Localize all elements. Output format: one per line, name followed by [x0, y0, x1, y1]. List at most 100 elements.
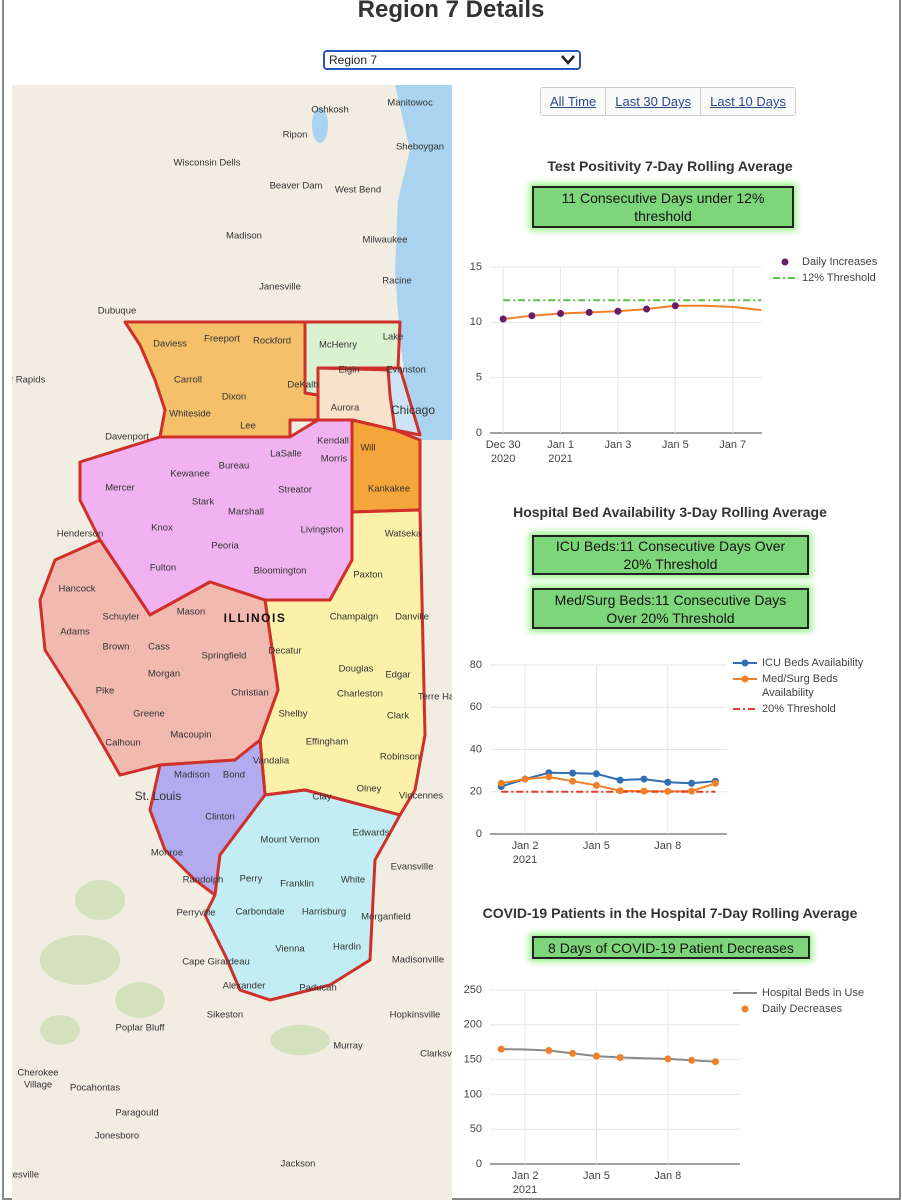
x-tick-label: Jan 5	[583, 840, 610, 852]
map-label: Vincennes	[399, 791, 443, 802]
map-label: Morganfield	[361, 912, 411, 923]
map-label: Decatur	[268, 646, 301, 657]
lake-winnebago	[312, 107, 328, 143]
data-point	[688, 787, 696, 795]
map-label: St. Louis	[135, 789, 182, 803]
y-tick-label: 20	[470, 786, 482, 798]
region-select[interactable]: Region 7	[323, 50, 581, 70]
x-tick-label: Jan 5	[583, 1170, 610, 1182]
map-label: DeKalb	[287, 380, 318, 391]
map-label: Hardin	[333, 942, 361, 953]
data-point	[545, 1047, 553, 1055]
map-label: Alexander	[223, 981, 266, 992]
data-point	[557, 309, 565, 317]
map-label: Terre Haut	[418, 692, 452, 703]
y-tick-label: 50	[470, 1123, 482, 1135]
data-point	[585, 308, 593, 316]
map-label: West Bend	[335, 185, 381, 196]
map-label: Madisonville	[392, 955, 444, 966]
map-label: Mount Vernon	[260, 835, 319, 846]
map-label: Perryville	[176, 908, 215, 919]
map-label: Daviess	[153, 339, 187, 350]
map-label: Kendall	[317, 436, 349, 447]
y-tick-label: 250	[464, 984, 482, 996]
map-label: Jackson	[281, 1159, 316, 1170]
x-tick-label: Dec 30 2020	[486, 439, 521, 465]
range-button[interactable]: All Time	[541, 88, 607, 115]
y-tick-label: 0	[476, 427, 482, 439]
y-tick-label: 150	[464, 1054, 482, 1066]
map-label: Edwards	[353, 828, 390, 839]
range-button[interactable]: Last 10 Days	[701, 88, 795, 115]
map-label: Monroe	[151, 848, 183, 859]
map-label: Clinton	[205, 812, 235, 823]
map-label: ar Rapids	[12, 375, 46, 386]
map-label: ILLINOIS	[224, 611, 287, 625]
map-label: Wisconsin Dells	[173, 158, 240, 169]
map-label: Edgar	[385, 670, 410, 681]
chart-title: Hospital Bed Availability 3-Day Rolling …	[513, 504, 827, 520]
select-arrow	[561, 55, 575, 65]
map-label: Janesville	[259, 282, 301, 293]
map-label: Racine	[382, 276, 412, 287]
map-label: Robinson	[380, 752, 420, 763]
map-label: Kewanee	[170, 469, 210, 480]
map-label: Beaver Dam	[270, 181, 323, 192]
map-label: Stark	[192, 497, 214, 508]
map-label: Morris	[321, 454, 348, 465]
data-point	[643, 305, 651, 313]
data-point	[711, 1058, 719, 1066]
map-label: Manitowoc	[387, 98, 433, 109]
map-label: Cass	[148, 642, 170, 653]
map-label: Aurora	[331, 403, 360, 414]
map-label: Franklin	[280, 879, 314, 890]
legend-swatch	[781, 258, 789, 266]
map-label: Greene	[133, 709, 165, 720]
status-badge: 11 Consecutive Days under 12% threshold	[532, 186, 794, 228]
y-tick-label: 0	[476, 828, 482, 840]
series-line	[501, 1048, 716, 1063]
map-label: Pocahontas	[70, 1083, 120, 1094]
map-label: Streator	[278, 485, 312, 496]
chart-title: COVID-19 Patients in the Hospital 7-Day …	[482, 905, 858, 921]
legend-swatch	[741, 659, 749, 667]
map-label: Paducah	[299, 983, 337, 994]
map-label: Livingston	[301, 525, 344, 536]
map-label: Milwaukee	[363, 235, 408, 246]
y-tick-label: 10	[470, 316, 482, 328]
map-label: Poplar Bluff	[116, 1023, 165, 1034]
page-title: Region 7 Details	[357, 0, 545, 23]
charts: 0 5 10 15 Dec 30 2020 Jan 1 2021 Jan 3 Jan 5 Jan 7…	[464, 256, 878, 1196]
map-label: LaSalle	[270, 449, 302, 460]
map-label: Adams	[60, 627, 90, 638]
map-label: Lee	[240, 421, 256, 432]
data-point	[640, 787, 648, 795]
map-label: Harrisburg	[302, 907, 346, 918]
data-point	[664, 778, 672, 786]
map-label: Morgan	[148, 669, 180, 680]
map-label: Brown	[103, 642, 130, 653]
x-tick-label: Jan 1 2021	[547, 439, 574, 465]
map-label: Madison	[174, 770, 210, 781]
legend-swatch	[741, 1005, 749, 1013]
data-point	[664, 787, 672, 795]
map-label: Ripon	[283, 130, 308, 141]
map-label: Madison	[226, 231, 262, 242]
data-point	[499, 315, 507, 323]
data-point	[616, 787, 624, 795]
map-label: Hopkinsville	[390, 1010, 441, 1021]
x-tick-label: Jan 5	[662, 439, 689, 451]
map-label: Randolph	[183, 875, 224, 886]
forest-areas	[40, 880, 330, 1055]
map-label: Lake	[383, 332, 404, 343]
legend-label: Daily Increases	[802, 256, 878, 268]
x-tick-label: Jan 8	[654, 840, 681, 852]
data-point	[592, 1052, 600, 1060]
map-label: Clarksvi	[420, 1049, 452, 1060]
map-label: Calhoun	[105, 738, 140, 749]
range-button[interactable]: Last 30 Days	[606, 88, 702, 115]
map-label: Whiteside	[169, 409, 211, 420]
legend-label: Hospital Beds in Use	[762, 987, 864, 999]
map-label: Mason	[177, 607, 206, 618]
